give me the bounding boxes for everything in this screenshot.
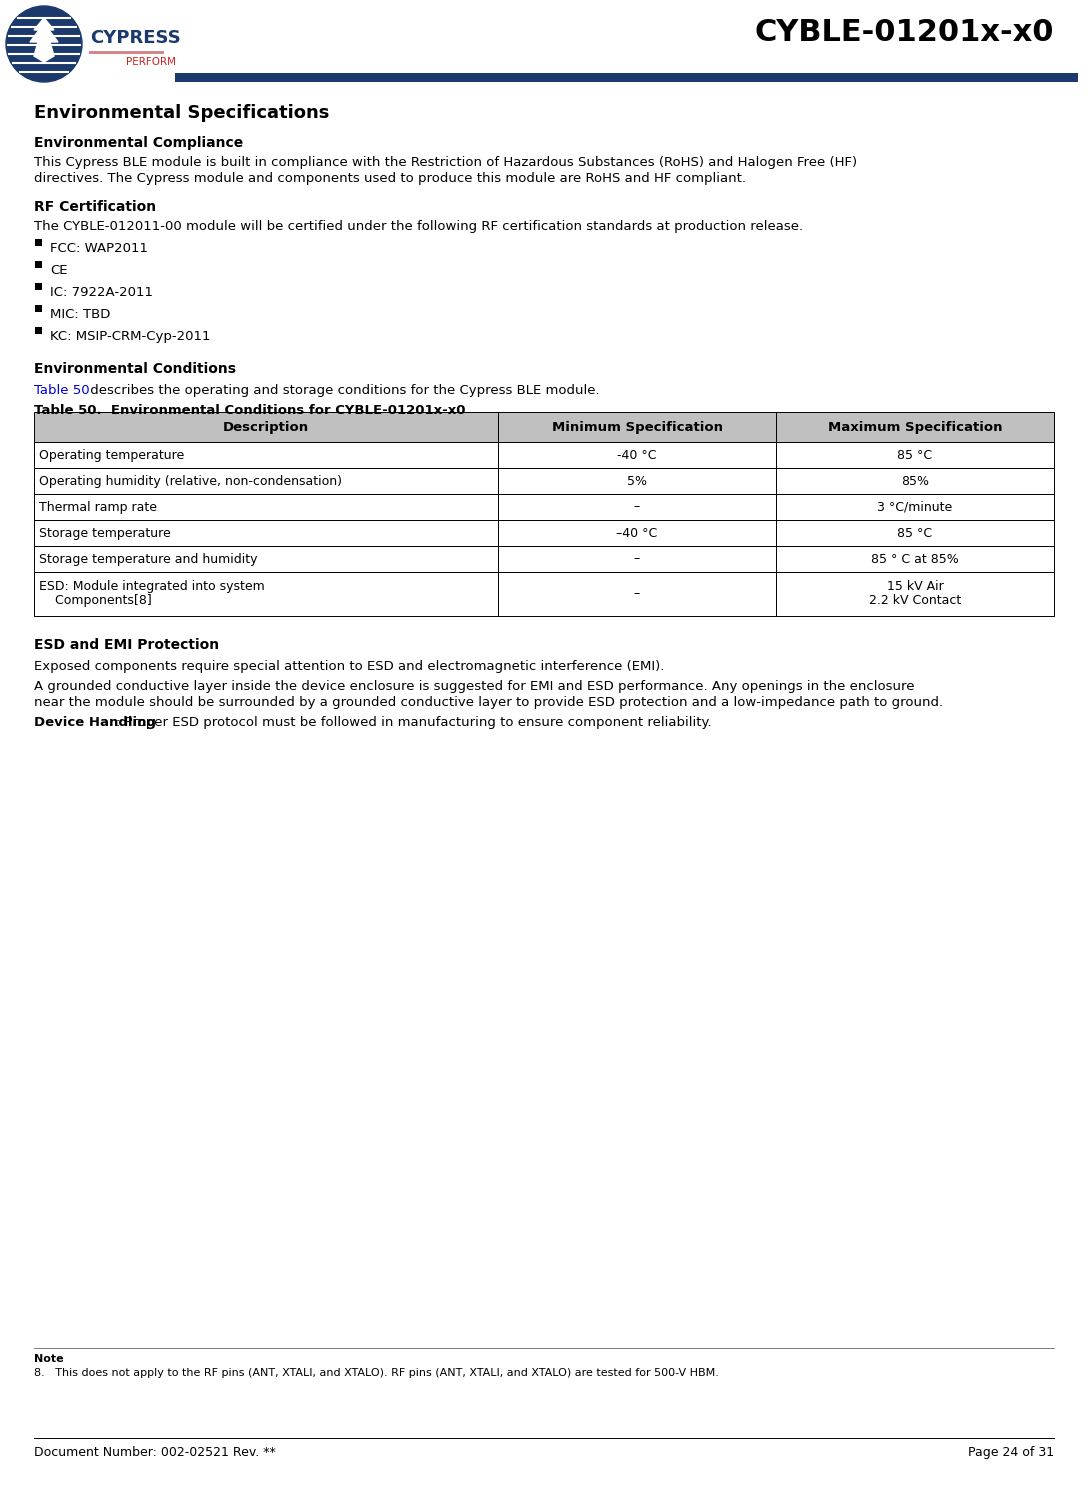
Text: Description: Description bbox=[223, 420, 309, 434]
Text: 8.   This does not apply to the RF pins (ANT, XTALI, and XTALO). RF pins (ANT, X: 8. This does not apply to the RF pins (A… bbox=[34, 1367, 719, 1378]
Text: 15 kV Air: 15 kV Air bbox=[887, 580, 943, 592]
Text: describes the operating and storage conditions for the Cypress BLE module.: describes the operating and storage cond… bbox=[86, 384, 599, 396]
Text: –: – bbox=[634, 552, 640, 565]
Text: –: – bbox=[634, 501, 640, 513]
Bar bbox=[35, 260, 42, 268]
Bar bbox=[34, 546, 1054, 571]
Text: Environmental Compliance: Environmental Compliance bbox=[34, 136, 244, 150]
Text: Thermal ramp rate: Thermal ramp rate bbox=[39, 501, 157, 513]
Text: 85 °C: 85 °C bbox=[898, 527, 932, 540]
Text: KC: MSIP-CRM-Cyp-2011: KC: MSIP-CRM-Cyp-2011 bbox=[50, 331, 210, 343]
Text: 5%: 5% bbox=[627, 474, 647, 488]
Text: 3 °C/minute: 3 °C/minute bbox=[877, 501, 953, 513]
Bar bbox=[34, 521, 1054, 546]
Text: 2.2 kV Contact: 2.2 kV Contact bbox=[869, 594, 961, 607]
Bar bbox=[34, 441, 1054, 468]
Text: Device Handling: Device Handling bbox=[34, 717, 156, 729]
Bar bbox=[34, 468, 1054, 494]
Text: Environmental Specifications: Environmental Specifications bbox=[34, 105, 330, 123]
Text: directives. The Cypress module and components used to produce this module are Ro: directives. The Cypress module and compo… bbox=[34, 172, 746, 186]
Bar bbox=[35, 305, 42, 313]
Text: Components[8]: Components[8] bbox=[39, 594, 151, 607]
Bar bbox=[34, 494, 1054, 521]
Text: MIC: TBD: MIC: TBD bbox=[50, 308, 110, 322]
Text: The CYBLE-012011-00 module will be certified under the following RF certificatio: The CYBLE-012011-00 module will be certi… bbox=[34, 220, 803, 233]
Text: Operating humidity (relative, non-condensation): Operating humidity (relative, non-conden… bbox=[39, 474, 342, 488]
Text: 85 ° C at 85%: 85 ° C at 85% bbox=[871, 552, 959, 565]
Circle shape bbox=[7, 6, 82, 82]
Text: CE: CE bbox=[50, 263, 67, 277]
Text: CYPRESS: CYPRESS bbox=[90, 28, 181, 46]
Bar bbox=[35, 283, 42, 290]
Text: Storage temperature: Storage temperature bbox=[39, 527, 171, 540]
Text: near the module should be surrounded by a grounded conductive layer to provide E: near the module should be surrounded by … bbox=[34, 696, 943, 709]
Text: : Proper ESD protocol must be followed in manufacturing to ensure component reli: : Proper ESD protocol must be followed i… bbox=[116, 717, 712, 729]
Text: -40 °C: -40 °C bbox=[617, 449, 657, 461]
Text: –: – bbox=[634, 588, 640, 600]
Polygon shape bbox=[30, 18, 58, 61]
Text: ESD: Module integrated into system: ESD: Module integrated into system bbox=[39, 580, 264, 592]
Text: 85%: 85% bbox=[901, 474, 929, 488]
Text: Exposed components require special attention to ESD and electromagnetic interfer: Exposed components require special atten… bbox=[34, 660, 665, 673]
Text: Minimum Specification: Minimum Specification bbox=[552, 420, 722, 434]
Text: Environmental Conditions: Environmental Conditions bbox=[34, 362, 236, 375]
Bar bbox=[35, 328, 42, 334]
Text: CYBLE-01201x-x0: CYBLE-01201x-x0 bbox=[754, 18, 1054, 46]
Text: Table 50.  Environmental Conditions for CYBLE-01201x-x0: Table 50. Environmental Conditions for C… bbox=[34, 404, 466, 417]
Text: Table 50: Table 50 bbox=[34, 384, 89, 396]
Text: A grounded conductive layer inside the device enclosure is suggested for EMI and: A grounded conductive layer inside the d… bbox=[34, 681, 915, 693]
Text: FCC: WAP2011: FCC: WAP2011 bbox=[50, 242, 148, 254]
Text: –40 °C: –40 °C bbox=[617, 527, 657, 540]
Text: Maximum Specification: Maximum Specification bbox=[828, 420, 1002, 434]
Text: ESD and EMI Protection: ESD and EMI Protection bbox=[34, 637, 219, 652]
Text: PERFORM: PERFORM bbox=[126, 57, 176, 67]
Bar bbox=[34, 571, 1054, 616]
Text: Document Number: 002-02521 Rev. **: Document Number: 002-02521 Rev. ** bbox=[34, 1447, 275, 1459]
Bar bbox=[35, 239, 42, 245]
Text: RF Certification: RF Certification bbox=[34, 200, 156, 214]
Text: Storage temperature and humidity: Storage temperature and humidity bbox=[39, 552, 258, 565]
Text: IC: 7922A-2011: IC: 7922A-2011 bbox=[50, 286, 153, 299]
Text: Operating temperature: Operating temperature bbox=[39, 449, 184, 461]
Text: Note: Note bbox=[34, 1354, 63, 1364]
Bar bbox=[175, 73, 1078, 82]
Bar bbox=[34, 411, 1054, 441]
Text: 85 °C: 85 °C bbox=[898, 449, 932, 461]
Text: This Cypress BLE module is built in compliance with the Restriction of Hazardous: This Cypress BLE module is built in comp… bbox=[34, 156, 857, 169]
Text: Page 24 of 31: Page 24 of 31 bbox=[968, 1447, 1054, 1459]
